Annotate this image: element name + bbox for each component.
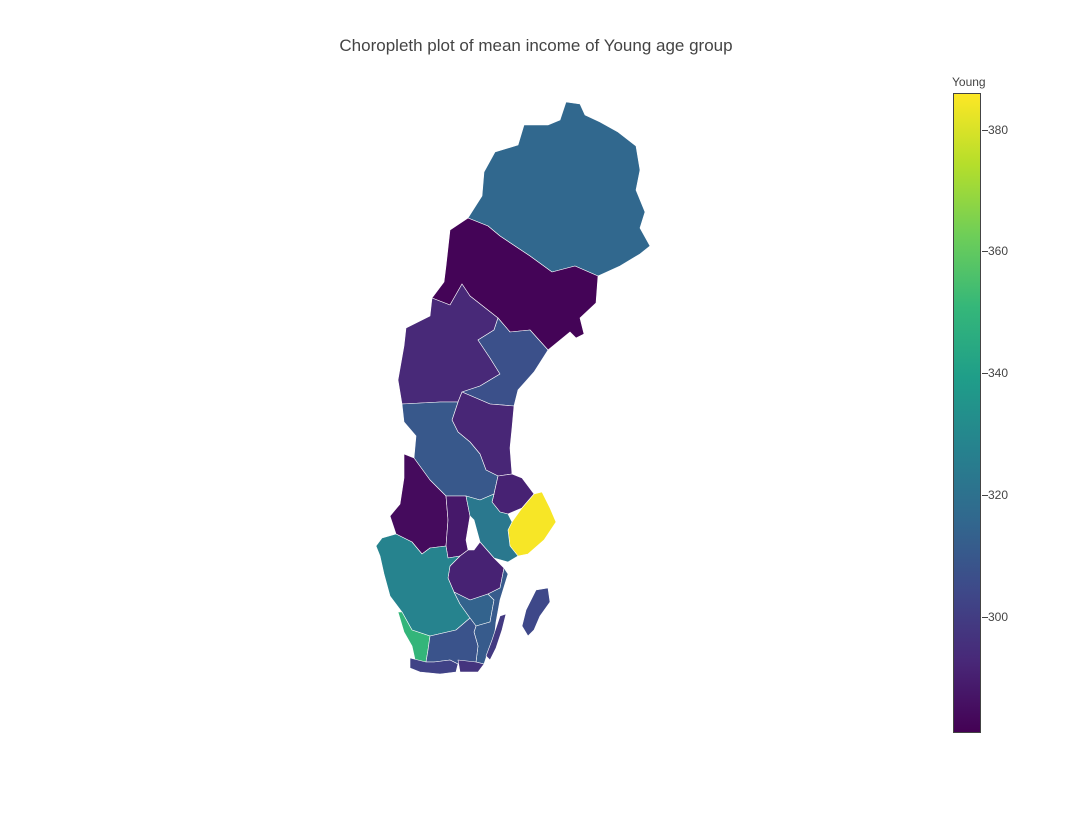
colorbar-tick xyxy=(982,373,988,374)
colorbar-tick xyxy=(982,495,988,496)
chart-title: Choropleth plot of mean income of Young … xyxy=(339,36,733,55)
colorbar-tick-label: 360 xyxy=(988,244,1009,258)
region-oland[interactable] xyxy=(485,613,507,661)
colorbar-tick xyxy=(982,130,988,131)
region-kalmar[interactable] xyxy=(473,567,509,665)
colorbar-tick-label: 380 xyxy=(988,123,1009,137)
colorbar-tick xyxy=(982,617,988,618)
region-skane[interactable] xyxy=(409,657,459,675)
colorbar-title: Young xyxy=(952,75,986,89)
region-sodermanland[interactable] xyxy=(465,493,519,563)
colorbar-tick-label: 320 xyxy=(988,488,1009,502)
colorbar-tick-label: 340 xyxy=(988,366,1009,380)
colorbar xyxy=(953,93,981,733)
region-orebro[interactable] xyxy=(445,495,471,559)
colorbar-tick xyxy=(982,251,988,252)
colorbar-tick-label: 300 xyxy=(988,610,1009,624)
region-vasterbotten[interactable] xyxy=(431,217,599,351)
region-gotland[interactable] xyxy=(521,587,551,637)
region-blekinge[interactable] xyxy=(457,659,485,673)
